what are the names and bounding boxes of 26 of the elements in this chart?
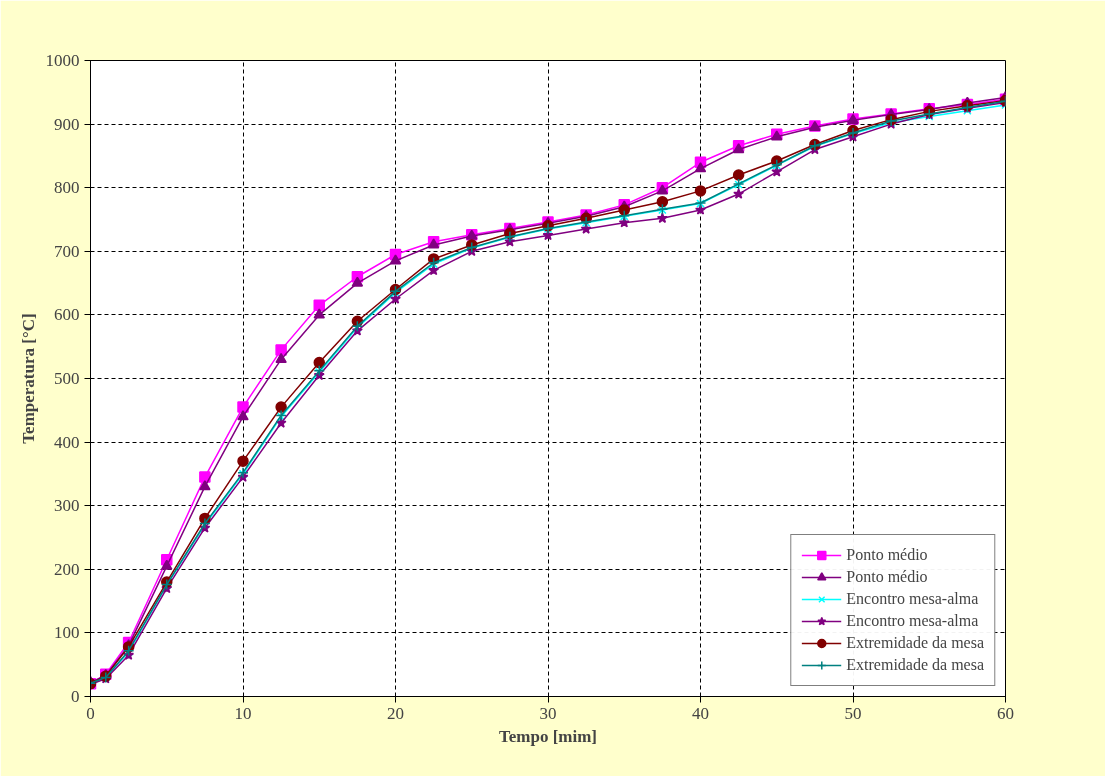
y-tick-label: 900 xyxy=(54,114,80,134)
legend-label: Encontro mesa-alma xyxy=(846,612,979,630)
x-tick-label: 0 xyxy=(86,703,95,723)
x-tick-label: 50 xyxy=(844,703,862,723)
legend-label: Extremidade da mesa xyxy=(846,656,984,674)
x-tick-label: 40 xyxy=(692,703,709,723)
y-tick-label: 400 xyxy=(54,432,80,452)
y-tick-label: 700 xyxy=(54,241,80,261)
legend-label: Ponto médio xyxy=(846,568,928,586)
y-tick-label: 300 xyxy=(54,496,80,516)
y-tick-label: 0 xyxy=(71,687,80,706)
y-tick-label: 500 xyxy=(54,369,80,388)
y-tick-label: 600 xyxy=(54,305,80,325)
x-tick-label: 20 xyxy=(387,703,404,723)
y-axis-title: Temperatura [°C] xyxy=(18,313,38,444)
x-axis-title: Tempo [mim] xyxy=(498,726,598,746)
y-tick-label: 100 xyxy=(54,623,80,643)
legend-label: Encontro mesa-alma xyxy=(846,590,979,608)
y-tick-label: 1000 xyxy=(45,51,80,70)
x-tick-label: 60 xyxy=(997,703,1014,723)
x-tick-label: 10 xyxy=(234,703,252,723)
legend-label: Ponto médio xyxy=(846,546,928,564)
x-tick-label: 30 xyxy=(539,703,557,723)
y-tick-label: 200 xyxy=(54,559,80,579)
legend-label: Extremidade da mesa xyxy=(846,634,984,652)
y-tick-label: 800 xyxy=(54,178,80,198)
